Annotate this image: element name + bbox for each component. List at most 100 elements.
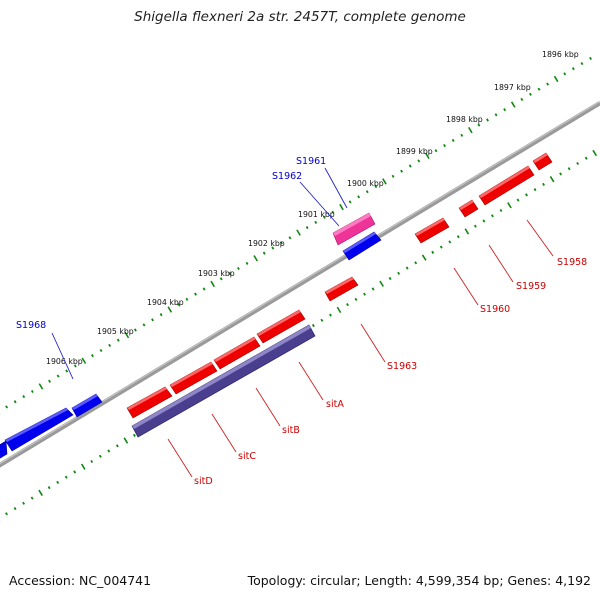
gene-forward-1906[interactable] [71, 393, 103, 418]
outer-ring-tick [237, 266, 240, 271]
outer-ring-tick [400, 169, 404, 173]
gene-label-s1968[interactable]: S1968 [16, 320, 46, 331]
inner-ring-tick [388, 276, 392, 281]
reverse-strand-genes[interactable] [126, 152, 553, 419]
inner-ring-tick [405, 266, 409, 270]
sit-operon[interactable] [131, 324, 316, 438]
inner-ring-tick [499, 208, 503, 213]
inner-ring-tick [439, 245, 443, 249]
gene-s1958-top [479, 166, 530, 198]
gene-s1968-left-part[interactable] [0, 440, 8, 460]
inner-ring-tick [507, 202, 512, 209]
ruler-label-1902: 1902 kbp [248, 239, 285, 248]
inner-ring-tick [73, 470, 77, 474]
gene-s1961-top [333, 213, 371, 236]
gene-sitB-top [214, 337, 256, 362]
gene-label-sitD[interactable]: sitD [194, 476, 213, 487]
outer-ring-tick [185, 297, 189, 301]
inner-ring-tick [371, 287, 375, 291]
inner-ring-tick [456, 235, 460, 239]
ruler-label-1901: 1901 kbp [298, 210, 335, 219]
inner-ring-tick [320, 318, 324, 322]
gene-reverse-1896-top [533, 153, 548, 163]
inner-ring-tick [80, 463, 86, 470]
gene-s1962[interactable] [342, 231, 382, 261]
inner-ring-tick [64, 475, 68, 479]
outer-ring-tick [417, 159, 421, 163]
gene-s1960[interactable] [414, 217, 450, 244]
inner-ring-tick [448, 240, 452, 244]
length-label: Length: [364, 573, 412, 588]
outer-ring-tick [219, 277, 223, 281]
outer-ring-tick [553, 75, 559, 83]
gene-label-s1959[interactable]: S1959 [516, 281, 546, 292]
gene-labels: S1961 S1962 S1968 S1958 S1959 S1960 S196… [16, 156, 587, 487]
sit-operon-bar[interactable] [131, 324, 316, 438]
gene-s1963[interactable] [324, 276, 359, 302]
gene-s1963-top [325, 277, 354, 294]
gene-label-s1963[interactable]: S1963 [387, 361, 417, 372]
forward-strand-genes[interactable] [0, 212, 382, 460]
gene-s1959[interactable] [458, 199, 479, 218]
outer-ring-tick [589, 56, 592, 61]
inner-ring-tick [516, 198, 520, 202]
gene-sitC-top [170, 362, 213, 387]
gene-label-sitC[interactable]: sitC [238, 451, 256, 462]
inner-ring-tick [329, 313, 332, 317]
sit-operon-bar-top [132, 325, 311, 429]
gene-sitD[interactable] [126, 386, 173, 419]
outer-ring-tick [477, 123, 481, 127]
outer-ring-tick [65, 369, 69, 373]
length-value: 4,599,354 bp [415, 573, 500, 588]
topology-value: circular [310, 573, 357, 588]
outer-ring-tick [331, 210, 335, 214]
genome-summary: Topology: circular; Length: 4,599,354 bp… [247, 573, 591, 588]
outer-ring-tick [486, 118, 489, 122]
gene-sitC[interactable] [169, 361, 218, 395]
gene-label-sitB[interactable]: sitB [282, 425, 300, 436]
outer-ring-tick [546, 82, 550, 86]
genes-value: 4,192 [555, 573, 591, 588]
gene-sitD-top [127, 387, 167, 410]
outer-ring-tick [468, 126, 473, 134]
inner-ring-tick [533, 188, 537, 192]
gene-label-s1962[interactable]: S1962 [272, 171, 302, 182]
outer-ring-tick [271, 246, 275, 250]
inner-ring-tick [56, 480, 60, 484]
gene-label-sitA[interactable]: sitA [326, 399, 344, 410]
outer-ring-tick [202, 287, 206, 291]
gene-s1968[interactable] [4, 407, 74, 452]
accession-info: Accession: NC_004741 [9, 573, 151, 588]
gene-sitB[interactable] [213, 336, 261, 370]
accession-value: NC_004741 [79, 573, 152, 588]
outer-ring-tick [382, 178, 387, 185]
outer-ring-tick [425, 152, 430, 160]
inner-ring-tick [363, 292, 366, 296]
outer-ring-tick [494, 113, 498, 117]
gene-s1958[interactable] [478, 165, 535, 206]
outer-ring-tick [13, 400, 17, 404]
accession-label: Accession: [9, 573, 76, 588]
outer-ring-tick [322, 215, 326, 219]
inner-ring-tick [482, 219, 486, 223]
ruler-label-1905: 1905 kbp [97, 327, 134, 336]
ruler-label-1904: 1904 kbp [147, 298, 184, 307]
outer-ring-tick [365, 190, 369, 194]
gene-label-s1961[interactable]: S1961 [296, 156, 326, 167]
gene-label-s1960[interactable]: S1960 [480, 304, 510, 315]
inner-ring-tick [90, 459, 94, 464]
gene-label-s1958[interactable]: S1958 [557, 257, 587, 268]
genome-title: Shigella flexneri 2a str. 2457T, complet… [134, 9, 466, 25]
outer-ring-tick [520, 97, 524, 102]
ruler-label-1897: 1897 kbp [494, 83, 531, 92]
outer-ring-tick [571, 67, 575, 71]
gene-s1960-top [415, 218, 445, 236]
outer-ring-tick [81, 357, 87, 364]
outer-ring-tick [374, 184, 378, 189]
outer-ring-tick [176, 302, 180, 306]
outer-ring-tick [451, 138, 455, 142]
outer-ring-tick [529, 92, 532, 96]
outer-ring-tick [167, 306, 173, 313]
